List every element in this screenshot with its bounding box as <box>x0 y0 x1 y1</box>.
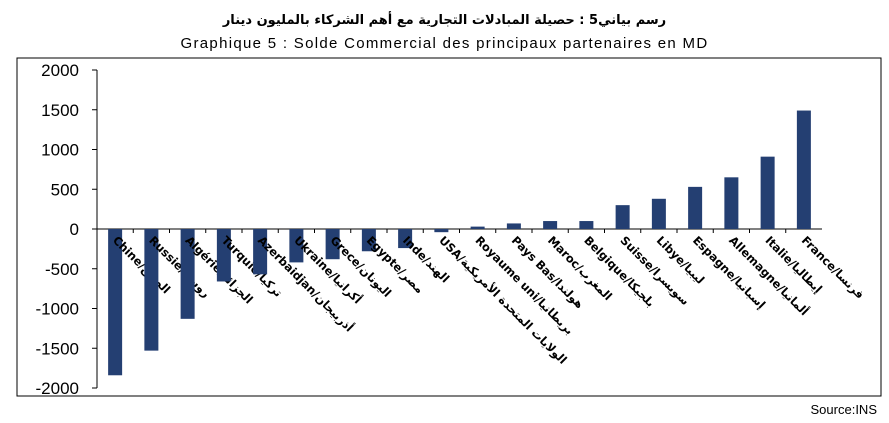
x-tick-label: France/فرنسا <box>799 233 867 301</box>
bar <box>615 205 630 229</box>
bar <box>543 221 558 229</box>
bar <box>651 198 666 229</box>
bar <box>724 177 739 229</box>
bar <box>253 229 268 275</box>
bar <box>506 223 521 229</box>
y-tick-label: 2000 <box>41 61 79 80</box>
bar <box>470 226 485 229</box>
bar <box>325 229 340 260</box>
bar <box>398 229 413 249</box>
bar <box>289 229 304 263</box>
bar <box>361 229 376 252</box>
y-tick-label: -500 <box>45 260 79 279</box>
bar <box>180 229 195 319</box>
bar <box>796 110 811 229</box>
y-tick-label: -2000 <box>36 379 79 398</box>
bar <box>760 156 775 229</box>
y-tick-label: 1000 <box>41 141 79 160</box>
chart-subtitle-french: Graphique 5 : Solde Commercial des princ… <box>180 35 709 52</box>
y-tick-label: 0 <box>70 220 79 239</box>
y-tick-label: -1000 <box>36 300 79 319</box>
bar <box>579 221 594 229</box>
bar <box>108 229 123 376</box>
y-tick-label: 500 <box>51 180 79 199</box>
chart-title-arabic: رسم بياني5 : حصيلة المبادلات التجارية مع… <box>222 13 667 28</box>
x-tick-label: Maroc/المغرب <box>545 233 615 303</box>
chart-frame <box>16 57 882 397</box>
bar <box>688 186 703 229</box>
bar <box>216 229 231 282</box>
y-tick-label: -1500 <box>36 339 79 358</box>
y-tick-label: 1500 <box>41 101 79 120</box>
bar <box>434 229 449 233</box>
source-note: Source:INS <box>810 402 877 417</box>
bar <box>144 229 159 351</box>
